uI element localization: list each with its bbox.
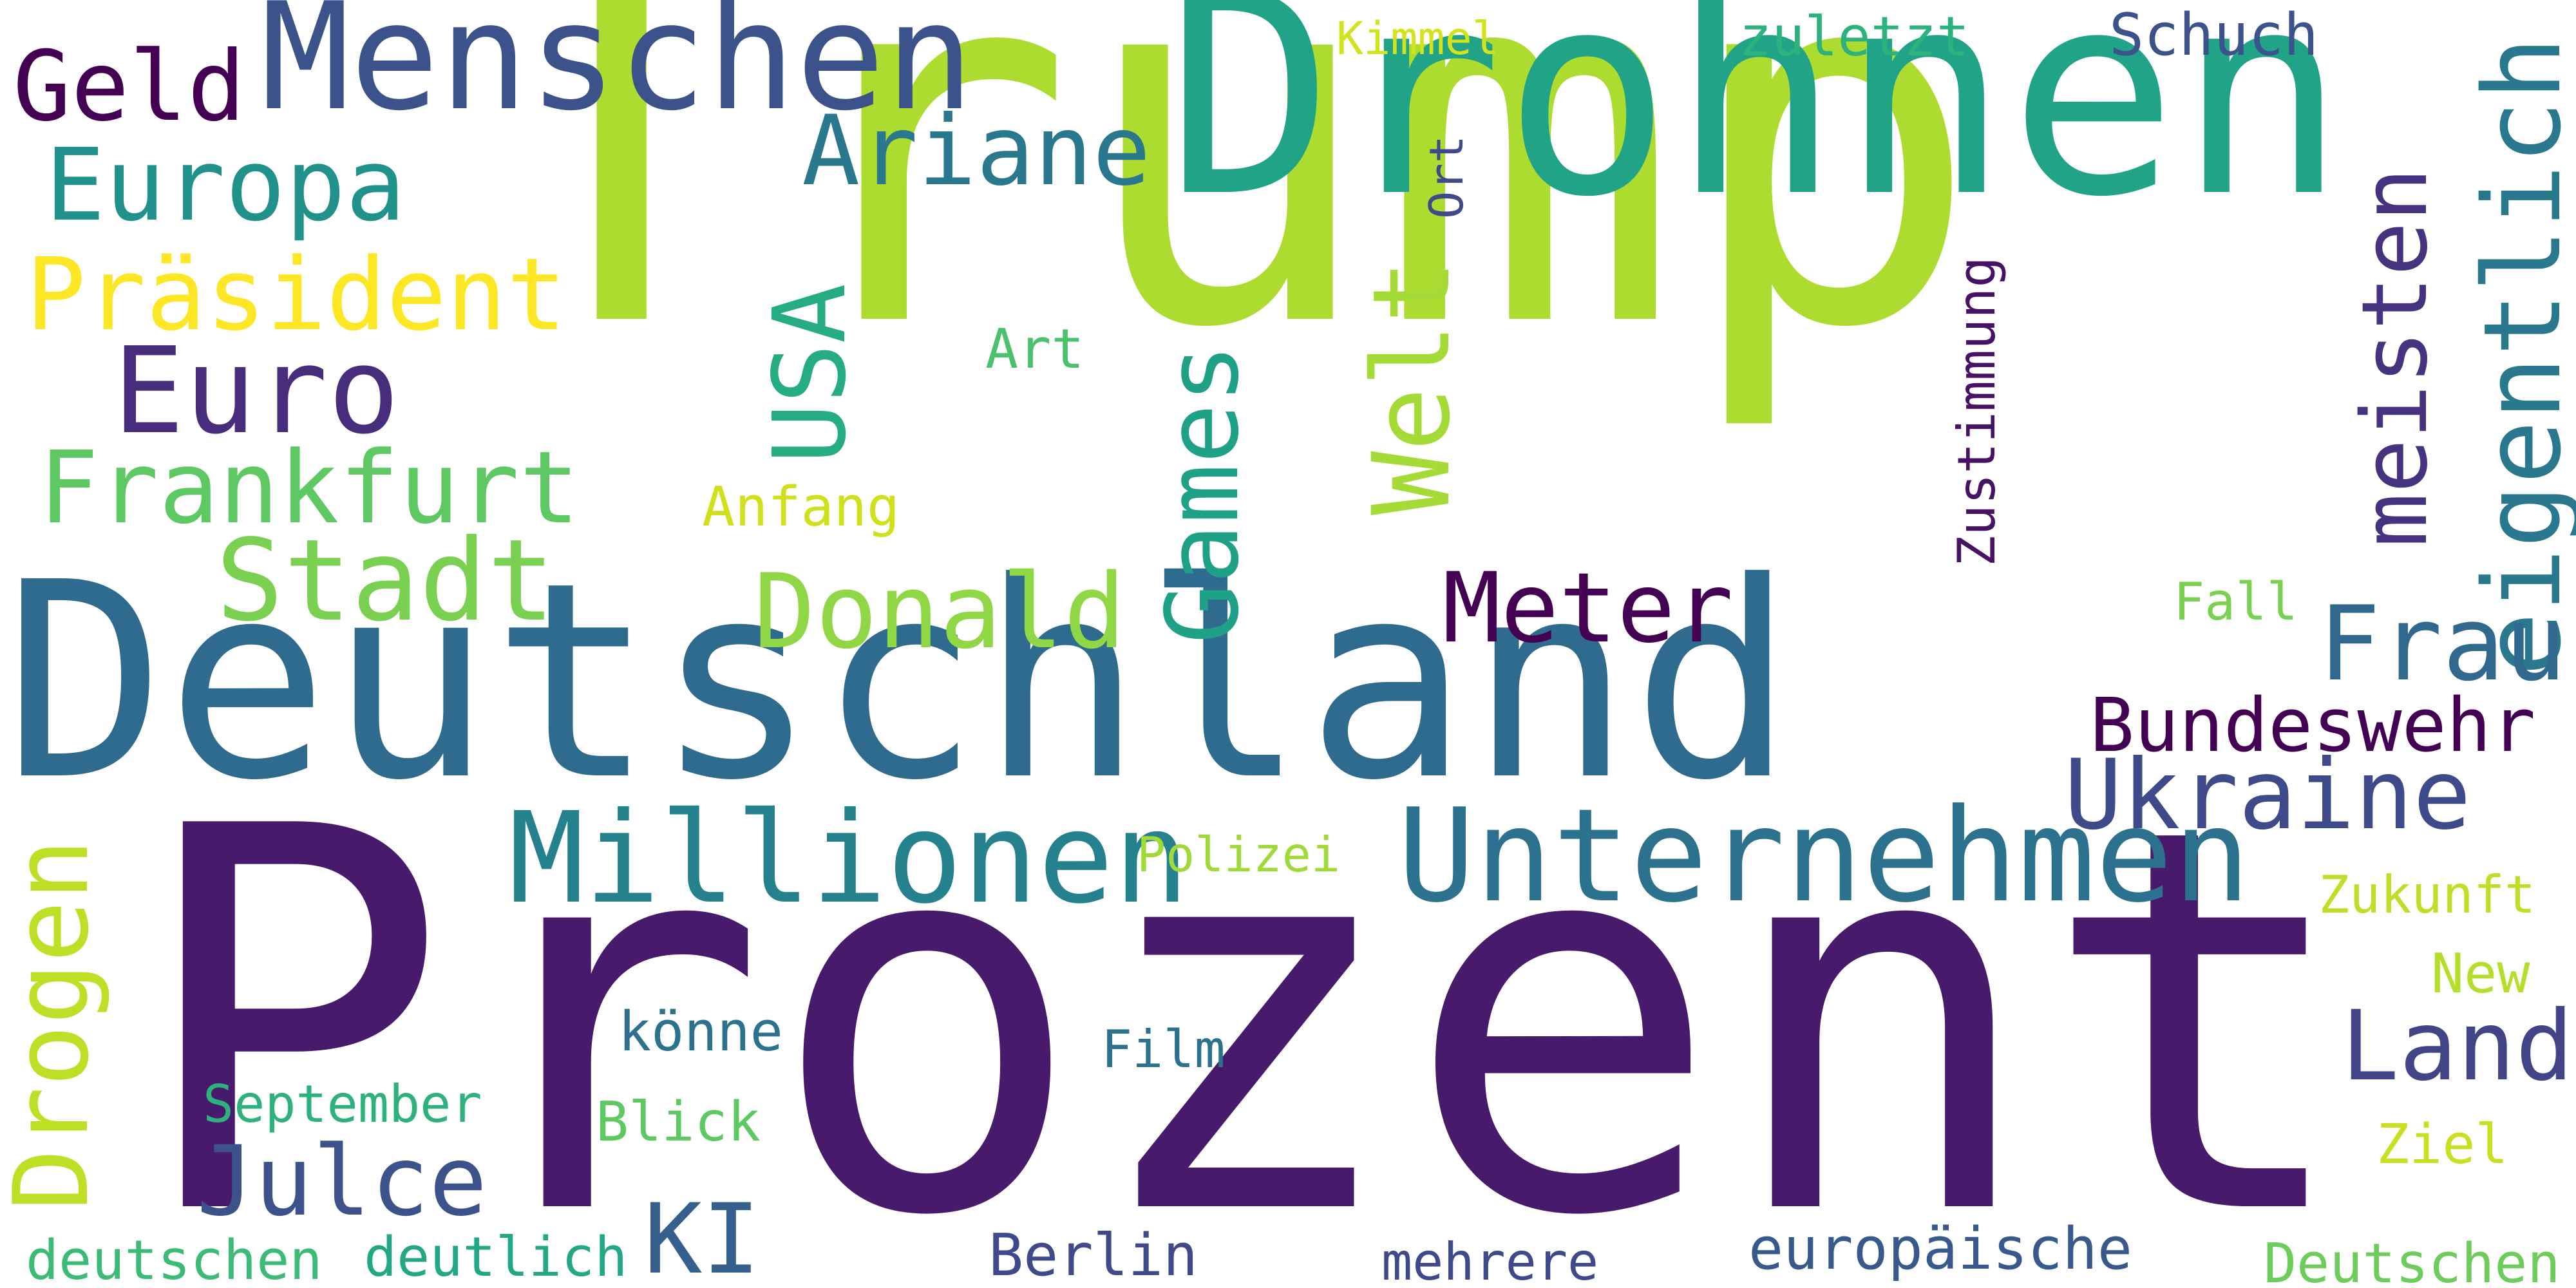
- word-trump: Trump: [470, 0, 1982, 437]
- word-blick: Blick: [596, 1090, 761, 1154]
- word-ort: Ort: [1419, 135, 1473, 219]
- word-ariane: Ariane: [802, 95, 1151, 207]
- word-games: Games: [1144, 343, 1261, 644]
- word-millionen: Millionen: [509, 785, 1189, 931]
- word-prozent: Prozent: [132, 717, 2358, 1288]
- word-schuch: Schuch: [2109, 1, 2319, 69]
- word-land: Land: [2341, 990, 2574, 1103]
- word-stadt: Stadt: [216, 516, 555, 647]
- word-polizei: Polizei: [1137, 826, 1341, 883]
- word-kimmel: Kimmel: [1336, 12, 1499, 65]
- word-euro: Euro: [113, 321, 400, 460]
- word-new: New: [2431, 942, 2530, 1006]
- word-art: Art: [985, 317, 1084, 381]
- word-europa: Europa: [45, 127, 406, 243]
- word-zustimmung: Zustimmung: [1947, 256, 2007, 567]
- word-meter: Meter: [1443, 553, 1734, 665]
- word-ki: KI: [644, 1184, 761, 1288]
- word-mehrere: mehrere: [1381, 1232, 1599, 1288]
- word-usa: USA: [752, 283, 868, 464]
- word-bundeswehr: Bundeswehr: [2090, 683, 2536, 769]
- word-drohnen: Drohnen: [1166, 0, 2347, 258]
- word-meisten: meisten: [2343, 167, 2448, 547]
- word-frankfurt: Frankfurt: [39, 430, 580, 546]
- word-eigentlich: eigentlich: [2461, 36, 2576, 676]
- word-zuletzt: zuletzt: [1739, 5, 1970, 69]
- word-donald: Donald: [753, 551, 1126, 672]
- word-julce: Julce: [196, 1126, 488, 1238]
- word-koenne: könne: [618, 1000, 783, 1064]
- word-europaeische: europäische: [1748, 1215, 2133, 1283]
- word-september: September: [203, 1074, 482, 1134]
- word-zukunft: Zukunft: [2318, 865, 2536, 925]
- word-ziel: Ziel: [2376, 1113, 2508, 1177]
- word-menschen: Menschen: [261, 0, 974, 144]
- word-geld: Geld: [13, 31, 246, 143]
- word-film: Film: [1101, 1019, 1226, 1079]
- word-fall: Fall: [2174, 572, 2298, 632]
- word-deutlich: deutlich: [364, 1226, 628, 1288]
- word-drogen: Drogen: [0, 838, 111, 1211]
- word-anfang: Anfang: [702, 475, 900, 539]
- word-deutschland: Deutschland: [3, 525, 1795, 840]
- word-praesident: Präsident: [26, 236, 567, 353]
- word-frau: Frau: [2318, 583, 2567, 704]
- word-welt: Welt: [1350, 259, 1473, 515]
- word-ukraine: Ukraine: [2064, 739, 2472, 851]
- word-deutschen-capital: Deutschen: [2264, 1232, 2561, 1288]
- word-berlin: Berlin: [989, 1222, 1198, 1288]
- word-unternehmen: Unternehmen: [1397, 781, 2251, 931]
- word-deutschen-lower: deutschen: [26, 1229, 323, 1288]
